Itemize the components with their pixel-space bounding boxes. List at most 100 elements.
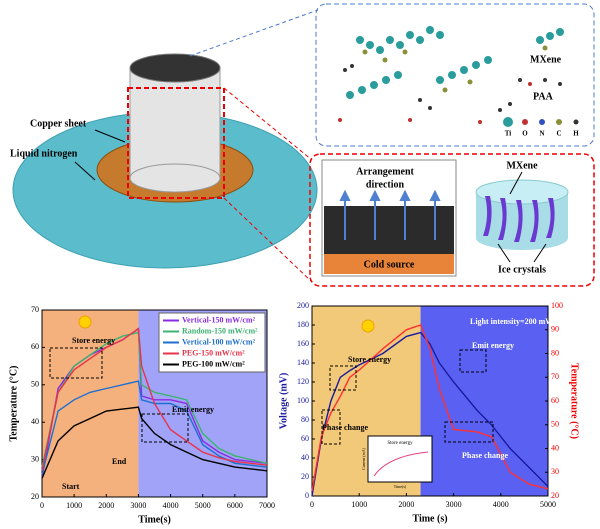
y2-tick-label: 60 (551, 396, 559, 405)
series-line (41, 406, 268, 479)
element-label: Ti (505, 130, 512, 138)
legend-label: Vertical-150 mW/cm² (182, 315, 256, 324)
y2-tick-label: 70 (551, 372, 559, 381)
inset-curve (373, 451, 429, 477)
annotation: Emit energy (472, 341, 514, 350)
x-axis-label: Time (s) (412, 513, 447, 524)
cold-source (324, 254, 454, 274)
x-tick-label: 2000 (98, 501, 114, 510)
sun-icon (361, 319, 375, 333)
highlight-box (329, 365, 357, 391)
element-dot (539, 119, 545, 125)
series-line (311, 331, 549, 497)
element-label: C (556, 130, 561, 138)
ice-label: Ice crystals (498, 264, 546, 275)
inset-x-label: Time(s) (394, 484, 407, 489)
y-tick-label: 20 (31, 492, 39, 501)
series-line (41, 380, 268, 475)
y-tick-label: 180 (297, 320, 309, 329)
y-tick-label: 60 (31, 342, 39, 351)
legend-label: PEG-100 mW/cm² (182, 359, 245, 368)
legend-label: Random-150 mW/cm² (182, 326, 258, 335)
y-tick-label: 70 (31, 305, 39, 314)
y-tick-label: 20 (301, 472, 309, 481)
x-tick-label: 6000 (227, 501, 243, 510)
connector (223, 197, 313, 283)
copper-label: Copper sheet (30, 118, 87, 129)
x-tick-label: 5000 (195, 501, 211, 510)
y-axis-label: Temperature (°C) (8, 366, 19, 442)
direction-arrows (339, 189, 441, 240)
y-tick-label: 200 (297, 301, 309, 310)
element-label: O (522, 130, 528, 138)
series-line (41, 327, 268, 471)
region (42, 310, 139, 497)
arrow (74, 161, 96, 181)
series-line (311, 324, 549, 492)
y-tick-label: 40 (301, 453, 309, 462)
element-label: H (573, 130, 579, 138)
element-dot (522, 119, 528, 125)
plot-frame (41, 309, 268, 498)
x-axis-label: Time(s) (138, 514, 171, 525)
legend-label: Vertical-100 mW/cm² (182, 337, 256, 346)
arrow (497, 243, 511, 263)
y-tick-label: 60 (301, 434, 309, 443)
x-tick-label: 4000 (163, 501, 179, 510)
x-tick-label: 1000 (351, 500, 367, 509)
element-dot (556, 119, 562, 125)
y-axis-label: Voltage (mV) (278, 373, 289, 430)
x-tick-label: 0 (40, 501, 44, 510)
y-tick-label: 100 (297, 396, 309, 405)
x-tick-label: 4000 (493, 500, 509, 509)
y2-tick-label: 100 (551, 301, 563, 310)
x-tick-label: 3000 (446, 500, 462, 509)
annotation: Phase change (462, 451, 508, 460)
y2-tick-label: 40 (551, 443, 559, 452)
ice-top (475, 179, 569, 205)
y-tick-label: 0 (305, 491, 309, 500)
y2-tick-label: 80 (551, 348, 559, 357)
element-legend: Ti O N C H (503, 117, 579, 138)
arrow (94, 129, 126, 143)
molecule-panel (315, 3, 595, 147)
cold-source-label: Cold source (364, 259, 415, 270)
element-label: N (539, 130, 544, 138)
connector (189, 9, 319, 57)
mxene-label: MXene (506, 160, 538, 171)
highlight-box (459, 349, 487, 373)
y-tick-label: 140 (297, 358, 309, 367)
highlight-box (141, 413, 189, 443)
x-tick-label: 5000 (540, 500, 556, 509)
element-dot (573, 119, 579, 125)
x-tick-label: 1000 (66, 501, 82, 510)
arrangement-label: direction (366, 179, 405, 190)
y2-tick-label: 20 (551, 491, 559, 500)
mold-bottom (129, 163, 221, 193)
y2-axis-label: Temperature (°C) (569, 363, 580, 439)
sun-icon (78, 315, 92, 329)
x-tick-label: 7000 (259, 501, 275, 510)
highlight-box (321, 409, 341, 445)
template-panel (309, 153, 595, 287)
molecule-art (338, 26, 564, 124)
inset-y-label: Current (mA) (361, 447, 366, 470)
x-tick-label: 0 (310, 500, 314, 509)
y-tick-label: 30 (31, 454, 39, 463)
annotation: Store energy (72, 336, 115, 345)
series-line (41, 331, 268, 468)
inset-title: Store energy (387, 441, 413, 446)
element-dot (503, 117, 513, 127)
legend-label: PEG-150 mW/cm² (182, 348, 245, 357)
arrow (509, 171, 523, 195)
y-tick-label: 40 (31, 417, 39, 426)
inset-frame (367, 435, 433, 483)
annotation: Phase change (322, 423, 368, 432)
mxene-walls (483, 196, 555, 242)
connector (223, 87, 313, 161)
arrow (533, 243, 547, 263)
annotation: Store energy (348, 355, 391, 364)
y2-tick-label: 50 (551, 420, 559, 429)
charts: 0 1000 2000 3000 4000 5000 6000 700020304050607… (8, 301, 579, 525)
y-tick-label: 50 (31, 380, 39, 389)
